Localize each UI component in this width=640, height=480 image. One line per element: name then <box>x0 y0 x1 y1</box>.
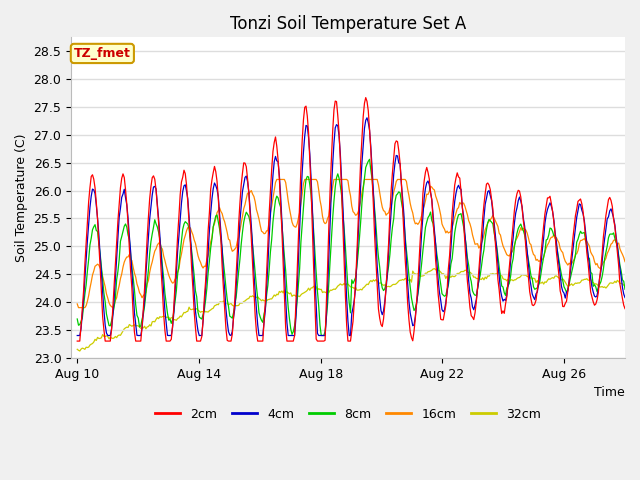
Y-axis label: Soil Temperature (C): Soil Temperature (C) <box>15 133 28 262</box>
Legend: 2cm, 4cm, 8cm, 16cm, 32cm: 2cm, 4cm, 8cm, 16cm, 32cm <box>150 403 546 425</box>
X-axis label: Time: Time <box>595 386 625 399</box>
Text: TZ_fmet: TZ_fmet <box>74 47 131 60</box>
Title: Tonzi Soil Temperature Set A: Tonzi Soil Temperature Set A <box>230 15 466 33</box>
